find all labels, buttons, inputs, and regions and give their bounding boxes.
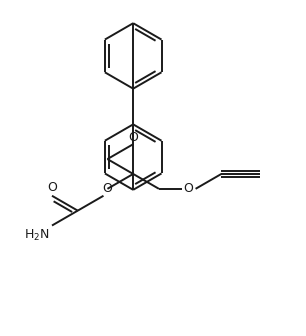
Text: O: O xyxy=(103,182,112,195)
Text: O: O xyxy=(184,182,194,195)
Text: O: O xyxy=(128,131,138,144)
Text: O: O xyxy=(47,181,57,194)
Text: H$_2$N: H$_2$N xyxy=(24,227,50,243)
